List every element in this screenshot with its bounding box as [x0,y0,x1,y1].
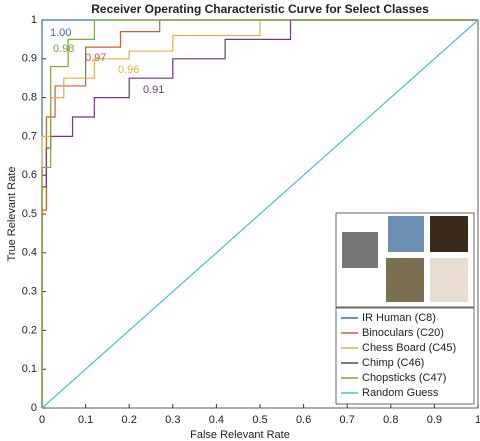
image-chimp [386,258,424,302]
legend-label: Chimp (C46) [362,357,424,369]
y-tick-label: 0.6 [22,169,37,181]
y-tick-label: 0.7 [22,130,37,142]
annotation: 0.96 [118,64,139,76]
image-chess-board [430,216,468,252]
x-tick-label: 0.2 [122,414,137,426]
x-tick-label: 0 [39,414,45,426]
image-chopsticks [430,258,468,302]
annotation: 0.91 [143,84,164,96]
y-tick-label: 0.4 [22,247,37,259]
y-tick-label: 0.5 [22,208,37,220]
x-axis-label: False Relevant Rate [190,429,290,441]
legend-images [335,212,475,308]
y-tick-label: 0.9 [22,53,37,65]
legend-label: Chess Board (C45) [362,342,456,354]
x-tick-label: 0.6 [296,414,311,426]
legend-label: Random Guess [362,387,439,399]
x-tick-label: 0.3 [165,414,180,426]
roc-curve [41,19,478,408]
annotation: 0.97 [85,52,106,64]
x-tick-label: 0.7 [340,414,355,426]
annotation: 1.00 [50,27,71,39]
legend-box [335,307,475,405]
image-binoculars [388,216,424,252]
x-tick-label: 0.9 [427,414,442,426]
y-tick-label: 0.3 [22,286,37,298]
x-tick-label: 1 [475,414,480,426]
y-axis-label: True Relevant Rate [6,167,18,262]
chart-title: Receiver Operating Characteristic Curve … [91,2,429,16]
y-tick-label: 0.2 [22,324,37,336]
y-tick-label: 0.1 [22,363,37,375]
x-tick-label: 0.5 [252,414,267,426]
image-ir-human [342,232,378,268]
y-tick-label: 0.8 [22,92,37,104]
roc-curve [41,19,479,409]
y-tick-label: 0 [31,402,37,414]
roc-curve [41,19,478,408]
roc-curve [41,19,478,408]
legend-label: Binoculars (C20) [362,327,444,339]
x-tick-label: 0.1 [78,414,93,426]
x-tick-label: 0.4 [209,414,224,426]
y-tick-label: 1 [31,14,37,26]
legend-label: Chopsticks (C47) [362,372,446,384]
x-tick-label: 0.8 [383,414,398,426]
annotation: 0.98 [53,43,74,55]
legend-label: IR Human (C8) [362,312,436,324]
